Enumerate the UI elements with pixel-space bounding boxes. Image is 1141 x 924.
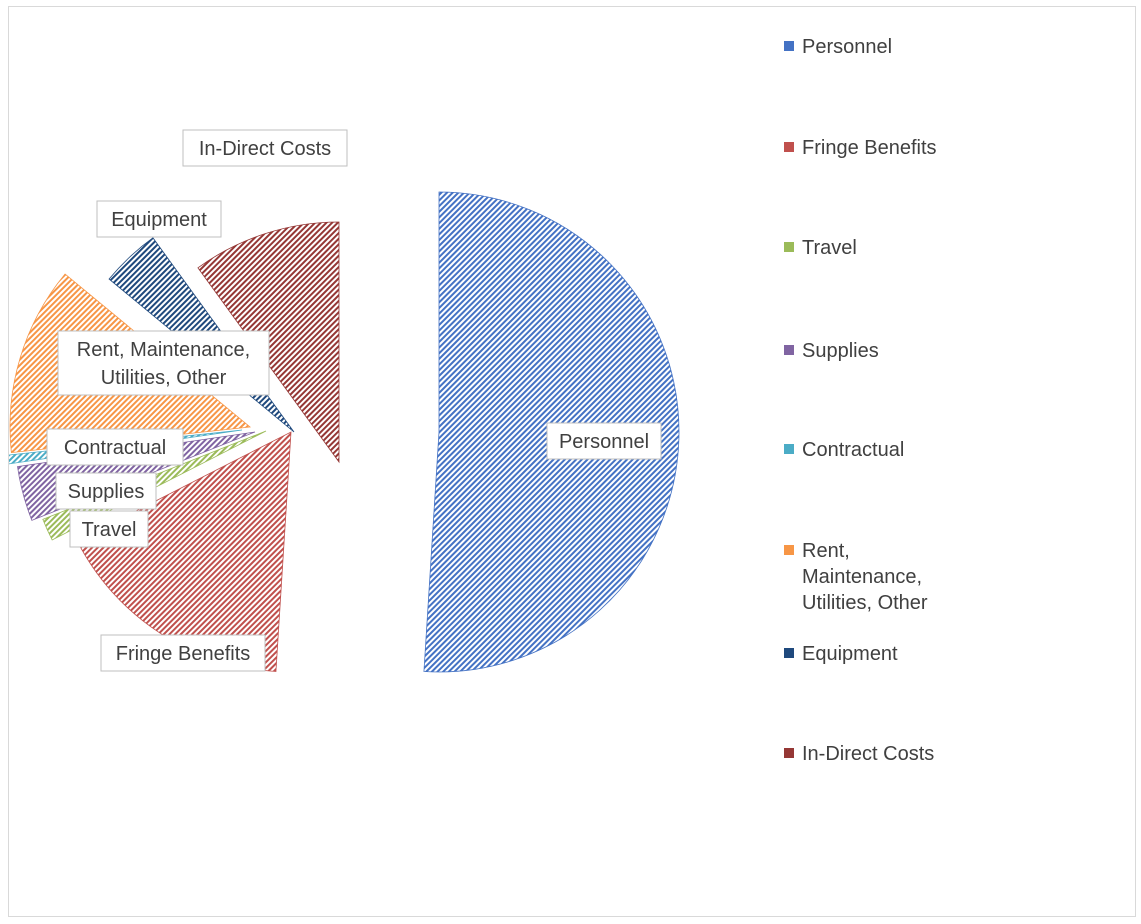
data-label-equipment: Equipment xyxy=(96,200,222,238)
data-label-box xyxy=(55,472,157,510)
data-label-box xyxy=(69,510,149,548)
data-label-text: Personnel xyxy=(559,431,649,453)
legend-item-personnel: Personnel xyxy=(784,34,967,60)
legend-swatch-rent xyxy=(784,545,794,555)
chart-frame: Personnel Fringe Benefits Travel Supplies Co… xyxy=(8,6,1136,917)
data-label-box xyxy=(96,200,222,238)
data-label-text: Utilities, Other xyxy=(101,367,227,389)
slice-labels: Personnel Fringe Benefits Travel Supplies Co… xyxy=(46,129,662,672)
pie-chart: Personnel Fringe Benefits Travel Supplies Co… xyxy=(9,129,680,673)
legend-label-rent: Rent, Maintenance, Utilities, Other xyxy=(802,540,928,614)
data-label-box xyxy=(182,129,348,167)
legend-label-equipment: Equipment xyxy=(802,643,898,665)
data-label-contractual: Contractual xyxy=(46,428,184,466)
legend-item-indirect-costs: In-Direct Costs xyxy=(784,741,967,767)
legend-swatch-fringe-benefits xyxy=(784,142,794,152)
data-label-text: In-Direct Costs xyxy=(199,138,331,160)
legend-item-supplies: Supplies xyxy=(784,338,967,364)
data-label-text: Supplies xyxy=(68,481,145,503)
data-label-rent: Rent, Maintenance, Utilities, Other xyxy=(57,330,270,396)
legend-item-rent: Rent, Maintenance, Utilities, Other xyxy=(784,538,962,616)
legend-item-travel: Travel xyxy=(784,235,967,261)
legend-label-supplies: Supplies xyxy=(802,340,879,362)
data-label-indirect: In-Direct Costs xyxy=(182,129,348,167)
legend-swatch-indirect-costs xyxy=(784,748,794,758)
data-label-box xyxy=(100,634,266,672)
data-label-text: Fringe Benefits xyxy=(116,643,251,665)
data-label-text: Rent, Maintenance, xyxy=(77,339,250,361)
legend-label-fringe-benefits: Fringe Benefits xyxy=(802,137,937,159)
data-label-supplies: Supplies xyxy=(55,472,157,510)
data-label-box xyxy=(546,422,662,460)
legend-swatch-equipment xyxy=(784,648,794,658)
legend: Personnel Fringe Benefits Travel Supplie… xyxy=(784,7,1141,916)
legend-swatch-personnel xyxy=(784,41,794,51)
legend-label-travel: Travel xyxy=(802,237,857,259)
legend-swatch-travel xyxy=(784,242,794,252)
legend-swatch-contractual xyxy=(784,444,794,454)
legend-swatch-supplies xyxy=(784,345,794,355)
data-label-personnel: Personnel xyxy=(546,422,662,460)
data-label-text: Equipment xyxy=(111,209,207,231)
data-label-box xyxy=(57,330,270,396)
data-label-text: Travel xyxy=(82,519,137,541)
data-label-travel: Travel xyxy=(69,510,149,548)
data-label-text: Contractual xyxy=(64,437,166,459)
legend-label-personnel: Personnel xyxy=(802,36,893,58)
legend-label-indirect-costs: In-Direct Costs xyxy=(802,743,935,765)
legend-label-contractual: Contractual xyxy=(802,439,905,461)
legend-item-equipment: Equipment xyxy=(784,641,967,667)
data-label-box xyxy=(46,428,184,466)
legend-item-fringe-benefits: Fringe Benefits xyxy=(784,135,967,161)
data-label-fringe: Fringe Benefits xyxy=(100,634,266,672)
legend-item-contractual: Contractual xyxy=(784,437,967,463)
